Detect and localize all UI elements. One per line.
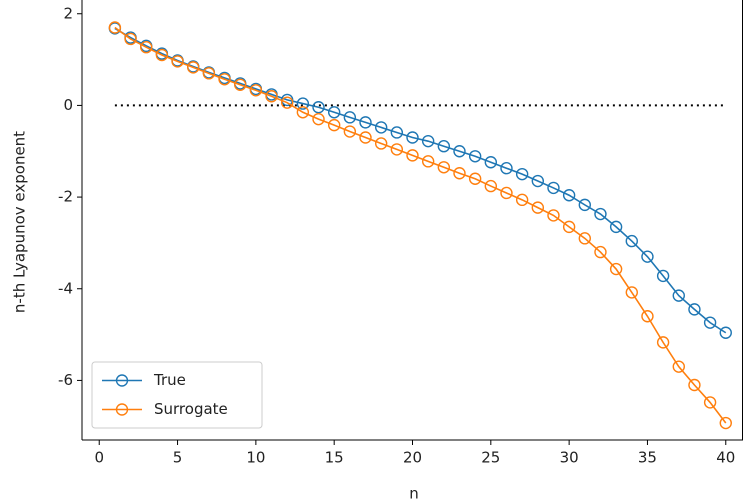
marker <box>421 155 435 168</box>
marker <box>578 198 591 212</box>
x-tick-label: 0 <box>94 449 104 467</box>
marker <box>140 41 153 54</box>
x-tick-label: 5 <box>173 449 183 467</box>
y-tick-label: 0 <box>63 96 73 114</box>
marker <box>594 207 607 221</box>
marker <box>437 140 451 153</box>
marker <box>719 416 732 430</box>
marker <box>390 143 404 156</box>
marker <box>296 106 310 119</box>
marker <box>155 48 169 62</box>
marker <box>249 84 263 97</box>
marker <box>484 179 498 193</box>
x-tick-label: 15 <box>325 449 344 467</box>
marker <box>578 232 591 245</box>
marker <box>234 78 247 91</box>
marker <box>672 360 685 373</box>
marker <box>374 137 388 150</box>
y-tick-label: -4 <box>58 279 73 297</box>
marker <box>531 201 545 214</box>
marker <box>202 67 216 80</box>
marker <box>547 209 560 222</box>
marker <box>515 167 529 181</box>
marker <box>265 90 278 103</box>
series-line <box>114 26 727 424</box>
marker <box>641 250 654 263</box>
marker <box>468 150 482 163</box>
marker <box>641 310 654 323</box>
y-axis-label: n-th Lyapunov exponent <box>11 131 29 313</box>
marker <box>609 262 623 276</box>
marker <box>406 149 419 162</box>
marker <box>218 73 231 86</box>
marker <box>359 131 372 144</box>
marker <box>703 316 717 329</box>
marker <box>547 181 560 195</box>
y-tick-label: -2 <box>58 188 73 206</box>
marker <box>374 121 388 134</box>
y-tick-label: 2 <box>63 4 73 22</box>
marker <box>562 220 576 234</box>
x-tick-label: 10 <box>246 449 265 467</box>
series-line <box>114 27 727 334</box>
marker <box>406 131 419 144</box>
legend-label: True <box>153 371 186 389</box>
legend-box <box>91 361 263 429</box>
marker <box>187 61 200 74</box>
marker <box>327 118 341 132</box>
marker <box>625 286 638 299</box>
legend-marker <box>115 374 129 387</box>
x-tick-label: 25 <box>481 449 500 467</box>
marker <box>296 97 310 110</box>
marker <box>625 234 638 248</box>
marker <box>343 111 357 124</box>
marker <box>453 145 466 158</box>
marker <box>468 172 482 185</box>
x-axis-label: n <box>409 485 419 503</box>
marker <box>453 167 466 180</box>
marker <box>280 96 294 109</box>
x-tick-label: 20 <box>403 449 422 467</box>
marker <box>390 126 404 139</box>
marker <box>312 101 325 114</box>
marker <box>531 174 545 188</box>
marker <box>327 106 341 119</box>
marker <box>343 125 357 138</box>
legend-marker <box>115 403 129 416</box>
marker <box>515 193 529 207</box>
marker <box>703 396 717 409</box>
marker <box>562 189 576 202</box>
marker <box>656 336 670 349</box>
x-tick-label: 40 <box>716 449 735 467</box>
marker <box>688 378 701 392</box>
marker <box>484 156 498 169</box>
marker <box>421 134 435 148</box>
legend-label: Surrogate <box>154 400 228 418</box>
marker <box>312 112 325 126</box>
marker <box>500 186 513 200</box>
marker <box>594 245 607 259</box>
marker <box>500 162 513 175</box>
marker <box>359 116 372 129</box>
x-tick-label: 35 <box>638 449 657 467</box>
y-tick-label: -6 <box>58 371 73 389</box>
marker <box>108 21 122 34</box>
marker <box>171 55 184 68</box>
marker <box>672 289 685 302</box>
marker <box>609 220 623 234</box>
marker <box>437 161 451 174</box>
marker <box>719 326 732 339</box>
x-tick-label: 30 <box>560 449 579 467</box>
marker <box>688 303 701 316</box>
marker <box>656 269 670 283</box>
marker <box>124 32 137 46</box>
